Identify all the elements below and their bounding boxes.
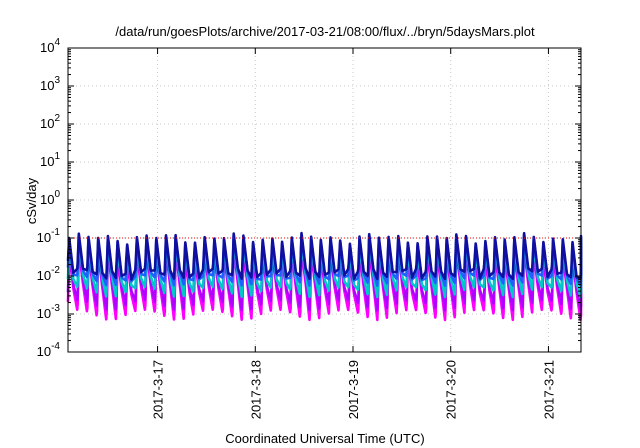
chart-title: /data/run/goesPlots/archive/2017-03-21/0… xyxy=(115,24,535,39)
data-series xyxy=(66,246,583,322)
y-axis-label: cSv/day xyxy=(24,177,39,224)
y-axis-ticks: 10-4 10-3 10-2 10-1 100 101 102 103 104 xyxy=(37,37,581,359)
series-layer xyxy=(66,231,583,322)
x-axis-label: Coordinated Universal Time (UTC) xyxy=(225,431,424,446)
y-tick-label: 10-1 xyxy=(37,227,61,245)
x-tick-label: 2017-3-21 xyxy=(541,360,556,419)
data-series xyxy=(66,237,583,299)
y-tick-label: 10-4 xyxy=(37,341,61,359)
y-tick-label: 104 xyxy=(40,37,60,55)
x-tick-label: 2017-3-18 xyxy=(248,360,263,419)
data-series xyxy=(66,231,583,281)
y-tick-label: 103 xyxy=(40,75,60,93)
y-tick-label: 10-2 xyxy=(37,265,61,283)
x-tick-label: 2017-3-17 xyxy=(151,360,166,419)
y-tick-label: 100 xyxy=(40,189,60,207)
y-tick-label: 101 xyxy=(40,151,60,169)
x-axis-ticks: 2017-3-17 2017-3-18 2017-3-19 2017-3-20 2017… xyxy=(151,48,556,419)
y-tick-label: 10-3 xyxy=(37,303,61,321)
y-tick-label: 102 xyxy=(40,113,60,131)
x-tick-label: 2017-3-20 xyxy=(444,360,459,419)
data-series xyxy=(66,243,583,312)
x-tick-label: 2017-3-19 xyxy=(346,360,361,419)
